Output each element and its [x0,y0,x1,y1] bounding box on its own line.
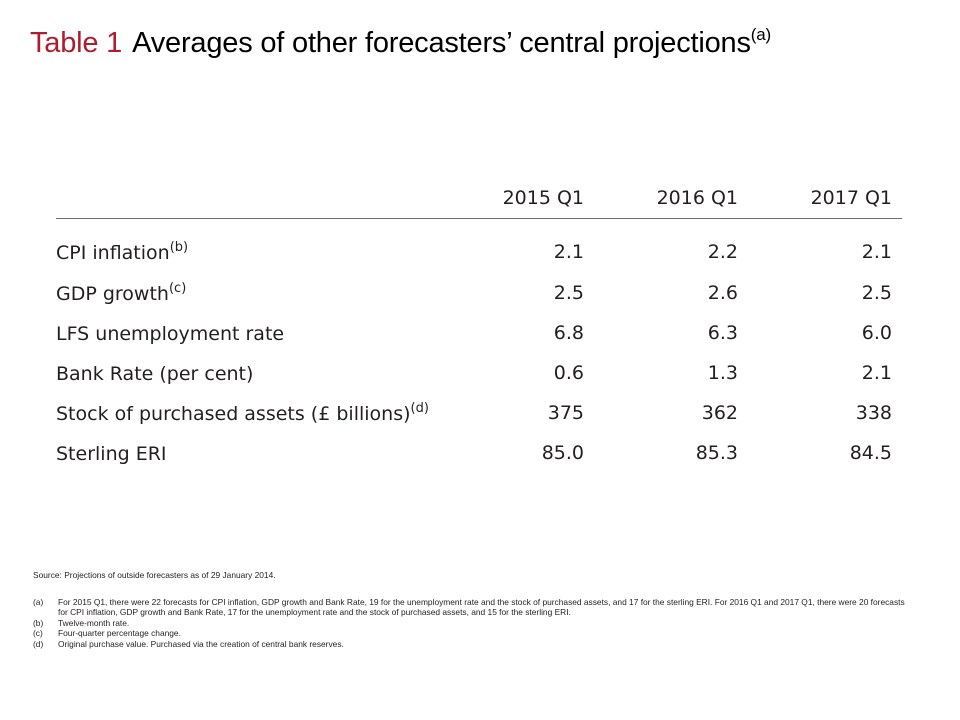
table-title-text: Averages of other forecasters’ central p… [132,27,751,59]
table-cell: 85.3 [695,442,738,464]
row-footnote-ref: (c) [168,281,187,296]
footnote: (c) Four-quarter percentage change. [33,628,913,639]
table-cell: 375 [547,402,584,424]
footnote: (d) Original purchase value. Purchased v… [33,639,913,650]
row-label: Sterling ERI [56,433,440,473]
footnote-text: Original purchase value. Purchased via t… [58,638,344,649]
footnote: (b) Twelve-month rate. [33,618,913,629]
row-label: Stock of purchased assets (£ billions)(d… [56,393,440,433]
source-note: Source: Projections of outside forecaste… [33,570,276,580]
table-cell: 362 [701,402,738,424]
footnote-text: Twelve-month rate. [58,617,130,628]
footnote-mark: (a) [33,596,44,607]
footnote-mark: (b) [33,617,44,628]
column-header-2016-q1: 2016 Q1 [594,178,748,219]
column-header-2017-q1: 2017 Q1 [748,178,902,219]
footnote-text: Four-quarter percentage change. [58,628,181,639]
table-cell: 2.1 [553,241,584,263]
row-label: CPI inflation(b) [56,219,440,274]
table-cell: 2.2 [707,241,738,263]
row-label-text: Stock of purchased assets (£ billions) [56,403,411,425]
table-cell: 85.0 [541,442,584,464]
table-row: Stock of purchased assets (£ billions)(d… [56,393,902,433]
table-cell: 1.3 [707,362,738,384]
table-header-row: 2015 Q1 2016 Q1 2017 Q1 [56,178,902,219]
footnote-mark: (c) [33,628,43,639]
row-label-text: CPI inflation [56,242,170,264]
table-cell: 2.5 [553,282,584,304]
row-footnote-ref: (d) [410,401,429,416]
table-cell: 2.1 [861,362,892,384]
table-cell: 6.8 [553,322,584,344]
row-label: LFS unemployment rate [56,313,440,353]
table-row: CPI inflation(b) 2.1 2.2 2.1 [56,219,902,274]
footnote-text: For 2015 Q1, there were 22 forecasts for… [58,596,905,618]
row-label: GDP growth(c) [56,273,440,313]
table-row: Sterling ERI 85.0 85.3 84.5 [56,433,902,473]
row-label-text: GDP growth [56,283,169,305]
row-label-text: Sterling ERI [56,443,167,465]
table-cell: 6.3 [707,322,738,344]
table-cell: 6.0 [861,322,892,344]
row-footnote-ref: (b) [169,240,189,255]
table-cell: 2.1 [861,241,892,263]
table-cell: 84.5 [849,442,892,464]
table-row: GDP growth(c) 2.5 2.6 2.5 [56,273,902,313]
row-label-text: LFS unemployment rate [56,323,285,345]
table-cell: 0.6 [553,362,584,384]
footnote-mark: (d) [33,638,44,649]
table-row: LFS unemployment rate 6.8 6.3 6.0 [56,313,902,353]
table-number: Table 1 [30,27,123,59]
column-header-blank [56,178,440,219]
table-cell: 2.5 [861,282,892,304]
table-cell: 2.6 [707,282,738,304]
table-cell: 338 [855,402,892,424]
row-label: Bank Rate (per cent) [56,353,440,393]
slide-title: Table 1 Averages of other forecasters’ ce… [30,25,771,60]
title-footnote-ref: (a) [750,25,771,44]
forecast-table: 2015 Q1 2016 Q1 2017 Q1 CPI inflation(b)… [56,178,902,473]
column-header-2015-q1: 2015 Q1 [440,178,594,219]
table-notes: Source: Projections of outside forecaste… [33,570,913,650]
footnote: (a) For 2015 Q1, there were 22 forecasts… [33,597,913,618]
table-row: Bank Rate (per cent) 0.6 1.3 2.1 [56,353,902,393]
row-label-text: Bank Rate (per cent) [56,363,254,385]
